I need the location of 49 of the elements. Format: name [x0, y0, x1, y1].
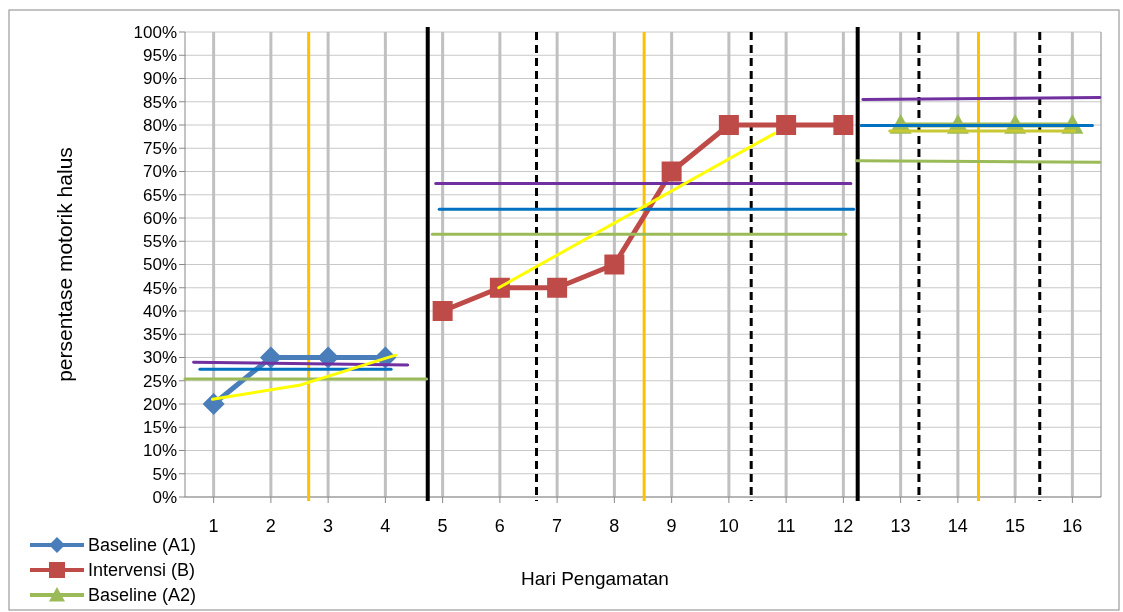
y-tick-label: 25% — [142, 371, 177, 391]
y-tick-label: 20% — [142, 394, 177, 414]
y-tick-label: 60% — [142, 208, 177, 228]
x-tick-label: 11 — [776, 516, 796, 536]
x-tick-label: 10 — [718, 516, 739, 536]
y-tick-label: 0% — [152, 487, 177, 507]
x-tick-label: 1 — [208, 516, 219, 536]
legend-label: Baseline (A2) — [88, 585, 197, 606]
x-tick-label: 5 — [437, 516, 448, 536]
legend-label: Intervensi (B) — [88, 560, 196, 581]
x-tick-label: 14 — [947, 516, 968, 536]
point — [547, 277, 568, 298]
y-tick-label: 50% — [142, 255, 177, 275]
legend-label: Baseline (A1) — [88, 535, 197, 556]
x-tick-label: 2 — [265, 516, 276, 536]
x-tick-label: 4 — [380, 516, 391, 536]
y-tick-label: 55% — [142, 232, 177, 252]
x-tick-label: 3 — [323, 516, 334, 536]
point — [718, 115, 739, 135]
y-tick-label: 5% — [152, 464, 177, 484]
x-axis-title: Hari Pengamatan — [521, 568, 669, 589]
y-tick-label: 45% — [142, 278, 177, 298]
y-axis-title: persentase motorik halus — [53, 147, 76, 382]
y-tick-label: 95% — [142, 46, 177, 66]
y-tick-label: 100% — [133, 22, 177, 42]
point — [432, 301, 453, 321]
x-tick-label: 12 — [833, 516, 854, 536]
point — [604, 254, 625, 275]
y-tick-label: 10% — [142, 441, 177, 461]
y-tick-label: 30% — [142, 348, 177, 368]
y-tick-label: 15% — [142, 418, 177, 438]
y-tick-label: 85% — [142, 92, 177, 112]
y-tick-label: 65% — [142, 185, 177, 205]
y-tick-label: 40% — [142, 301, 177, 321]
point — [661, 161, 682, 182]
point — [833, 115, 854, 135]
x-tick-label: 7 — [552, 516, 563, 536]
y-tick-label: 80% — [142, 115, 177, 135]
x-tick-label: 9 — [666, 516, 677, 536]
x-tick-label: 16 — [1062, 516, 1083, 536]
x-tick-label: 15 — [1005, 516, 1026, 536]
y-tick-label: 75% — [142, 139, 177, 159]
y-tick-label: 90% — [142, 69, 177, 89]
x-tick-label: 8 — [609, 516, 620, 536]
y-tick-label: 70% — [142, 162, 177, 182]
y-tick-label: 35% — [142, 325, 177, 345]
x-tick-label: 6 — [494, 516, 505, 536]
x-tick-label: 13 — [890, 516, 911, 536]
point — [776, 115, 797, 135]
